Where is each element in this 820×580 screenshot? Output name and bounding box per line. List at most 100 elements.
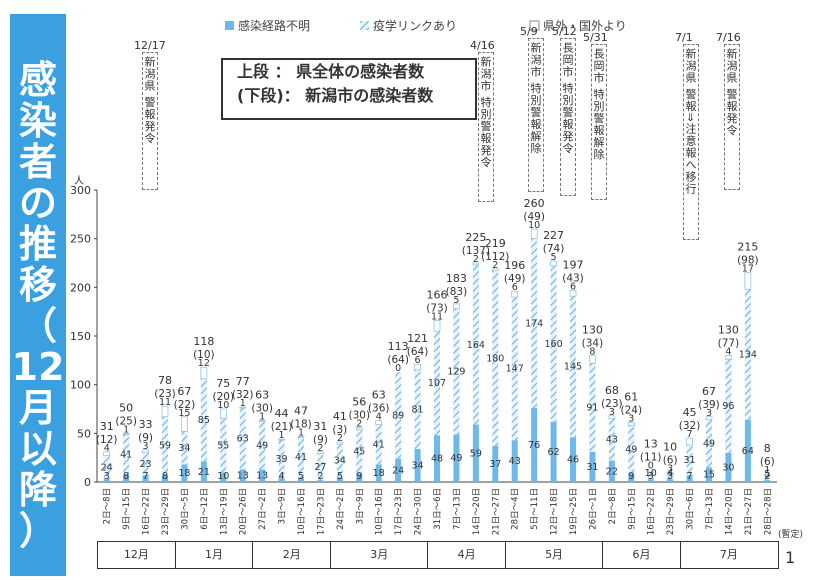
segment-value-label: 81 xyxy=(412,404,424,415)
total-label: 13 xyxy=(644,437,658,450)
sidebar-banner xyxy=(10,14,66,576)
bar-outside-pref xyxy=(725,355,732,360)
segment-value-label: 164 xyxy=(467,340,485,351)
city-count-label: (77) xyxy=(718,337,740,349)
city-count-label: (18) xyxy=(290,418,312,430)
segment-value-label: 96 xyxy=(722,401,734,412)
title-char: 者 xyxy=(18,140,57,184)
total-label: 33 xyxy=(139,418,153,431)
x-tick-label: 24日〜2日 xyxy=(336,488,346,530)
segment-value-label: 3 xyxy=(667,463,673,474)
caption-line-2: (下段)： 新潟市の感染者数 xyxy=(237,86,434,105)
bar-unknown-route xyxy=(123,474,130,482)
title-char: 感 xyxy=(18,58,57,102)
city-count-label: (10) xyxy=(193,349,215,361)
total-label: 113 xyxy=(388,340,409,353)
city-count-label: (73) xyxy=(426,302,448,314)
bar-outside-pref xyxy=(317,451,324,455)
month-cell: 4月 xyxy=(428,542,506,568)
segment-value-label: 43 xyxy=(509,456,521,467)
segment-value-label: 7 xyxy=(687,471,693,482)
bar-epi-link xyxy=(298,437,304,478)
annotation-date: 7/16 xyxy=(716,31,741,44)
bar-epi-link xyxy=(589,363,596,452)
annotation-text: 長岡市 特別警報発令 xyxy=(561,42,574,155)
caption-line-1: 上段 ： 県全体の感染者数 xyxy=(237,62,425,81)
annotation-box xyxy=(591,44,607,200)
total-label: 67 xyxy=(177,385,191,398)
segment-value-label: 49 xyxy=(703,439,715,450)
annotation-text: 新潟県 警報⇒注意報へ移行 xyxy=(684,48,697,195)
segment-value-label: 160 xyxy=(545,339,563,350)
month-cell: 6月 xyxy=(603,542,681,568)
bar-epi-link xyxy=(181,431,188,465)
x-tick-label: 27日〜2日 xyxy=(258,488,268,530)
city-count-label: (43) xyxy=(562,272,584,284)
city-count-label: (3) xyxy=(332,424,347,436)
bar-unknown-route xyxy=(278,478,285,482)
month-cell: 3月 xyxy=(331,542,429,568)
month-cell: 2月 xyxy=(253,542,332,568)
legend-label: 疫学リンクあり xyxy=(373,18,457,33)
bar-unknown-route xyxy=(686,475,693,482)
bar-epi-link xyxy=(472,264,479,425)
city-count-label: (30) xyxy=(349,409,371,421)
month-cell: 1月 xyxy=(176,542,254,568)
segment-value-label: 7 xyxy=(143,471,149,482)
bar-epi-link xyxy=(667,475,674,480)
total-label: 56 xyxy=(352,395,366,408)
segment-value-label: 49 xyxy=(625,444,637,455)
bar-epi-link xyxy=(278,440,285,479)
city-count-label: (32) xyxy=(232,389,254,401)
bar-unknown-route xyxy=(239,469,246,482)
title-char: 降 xyxy=(18,468,57,512)
bar-epi-link xyxy=(686,445,693,476)
annotation-text: 新潟市 特別警報発令 xyxy=(479,56,492,169)
city-count-label: (6) xyxy=(663,454,678,466)
city-count-label: (64) xyxy=(387,354,409,366)
segment-value-label: 2 xyxy=(473,254,479,265)
segment-value-label: 3 xyxy=(628,414,634,425)
segment-value-label: 10 xyxy=(217,471,229,482)
bar-outside-pref xyxy=(666,471,674,476)
caption-box: 上段 ： 県全体の感染者数 (下段)： 新潟市の感染者数 xyxy=(221,58,477,120)
total-label: 121 xyxy=(407,332,428,345)
segment-value-label: 2 xyxy=(317,471,323,482)
x-tick-label: 19日〜25日 xyxy=(569,488,579,535)
bar-unknown-route xyxy=(162,474,168,482)
total-label: 45 xyxy=(683,406,697,419)
bar-outside-pref xyxy=(414,363,421,371)
total-label: 166 xyxy=(427,288,448,301)
annotation-date: 5/12 xyxy=(552,25,577,38)
x-tick-label: 14日〜20日 xyxy=(472,488,482,535)
total-label: 67 xyxy=(702,385,716,398)
y-tick-label: 50 xyxy=(77,427,91,440)
month-cell: 5月 xyxy=(506,542,604,568)
bar-outside-pref xyxy=(355,427,363,430)
y-tick-label: 100 xyxy=(70,379,91,392)
segment-value-label: 31 xyxy=(684,455,696,466)
month-axis-row: 12月 1月 2月 3月 4月 5月 6月 7月 xyxy=(97,541,779,569)
city-count-label: (32) xyxy=(679,420,701,432)
bar-outside-pref xyxy=(763,473,771,476)
bar-epi-link xyxy=(647,469,654,480)
annotation-date: 7/1 xyxy=(675,31,693,44)
bar-epi-link xyxy=(628,425,635,474)
total-label: 225 xyxy=(465,231,486,244)
bar-outside-pref xyxy=(336,441,344,445)
city-count-label: (36) xyxy=(368,403,390,415)
segment-value-label: 24 xyxy=(392,465,404,476)
title-char: 以 xyxy=(18,427,57,471)
bar-unknown-route xyxy=(434,435,440,482)
bar-outside-pref xyxy=(200,366,208,380)
title-char: ） xyxy=(18,509,57,553)
title-char: 推 xyxy=(18,222,57,266)
bar-outside-pref xyxy=(142,449,149,454)
bar-outside-pref xyxy=(161,405,169,418)
city-count-label: (39) xyxy=(698,399,720,411)
segment-value-label: 6 xyxy=(415,355,421,366)
annotation-box xyxy=(528,38,544,192)
bar-epi-link xyxy=(453,308,460,435)
bar-outside-pref xyxy=(550,260,557,267)
